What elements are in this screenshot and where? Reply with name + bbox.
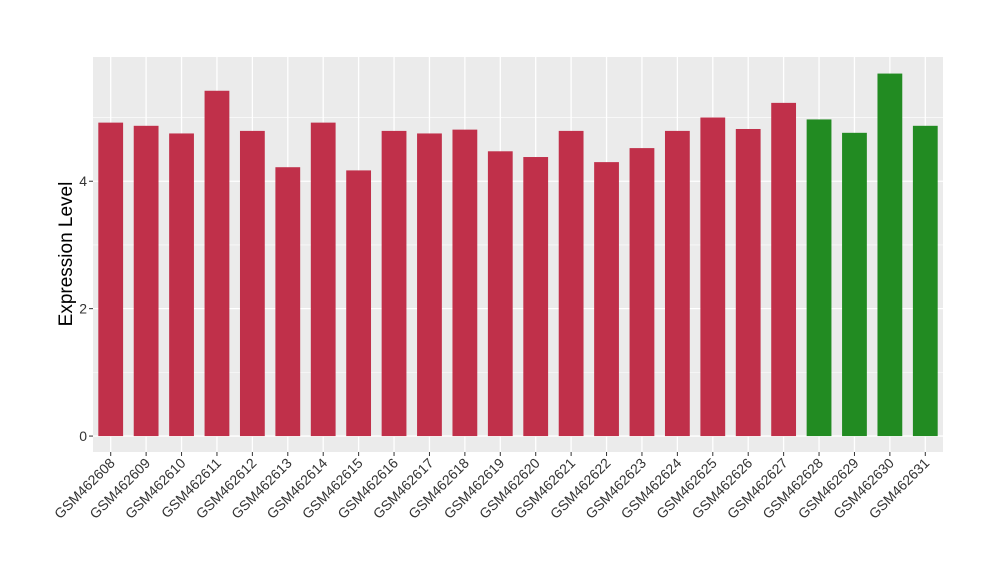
bar-GSM462611	[204, 90, 230, 437]
bar-GSM462613	[275, 167, 301, 437]
y-tick-label: 2	[79, 301, 87, 317]
bar-GSM462615	[346, 170, 372, 437]
bar-GSM462614	[310, 122, 336, 437]
bar-GSM462626	[735, 128, 761, 437]
bar-GSM462628	[806, 119, 832, 437]
x-axis: GSM462608GSM462609GSM462610GSM462611GSM4…	[51, 452, 933, 522]
bar-GSM462623	[629, 148, 655, 437]
bar-GSM462624	[664, 130, 690, 437]
y-axis: 0 2 4	[79, 173, 93, 444]
bar-GSM462610	[169, 133, 194, 437]
bars	[98, 73, 938, 437]
y-axis-title: Expression Level	[56, 182, 77, 327]
bar-GSM462622	[594, 162, 619, 437]
y-tick-label: 0	[79, 428, 87, 444]
y-tick-label: 4	[79, 173, 87, 189]
bar-GSM462629	[842, 132, 867, 437]
bar-GSM462625	[700, 117, 726, 437]
bar-GSM462619	[487, 151, 513, 437]
bar-GSM462618	[452, 129, 478, 437]
bar-GSM462627	[771, 102, 797, 437]
bar-GSM462630	[877, 73, 903, 437]
bar-GSM462620	[523, 157, 549, 437]
bar-GSM462609	[133, 125, 159, 437]
bar-GSM462612	[239, 130, 265, 437]
bar-GSM462616	[381, 130, 407, 437]
bar-GSM462631	[912, 125, 938, 437]
bar-GSM462617	[417, 133, 442, 437]
bar-GSM462608	[98, 122, 124, 437]
bar-GSM462621	[558, 130, 584, 437]
plot-panel	[93, 57, 943, 452]
